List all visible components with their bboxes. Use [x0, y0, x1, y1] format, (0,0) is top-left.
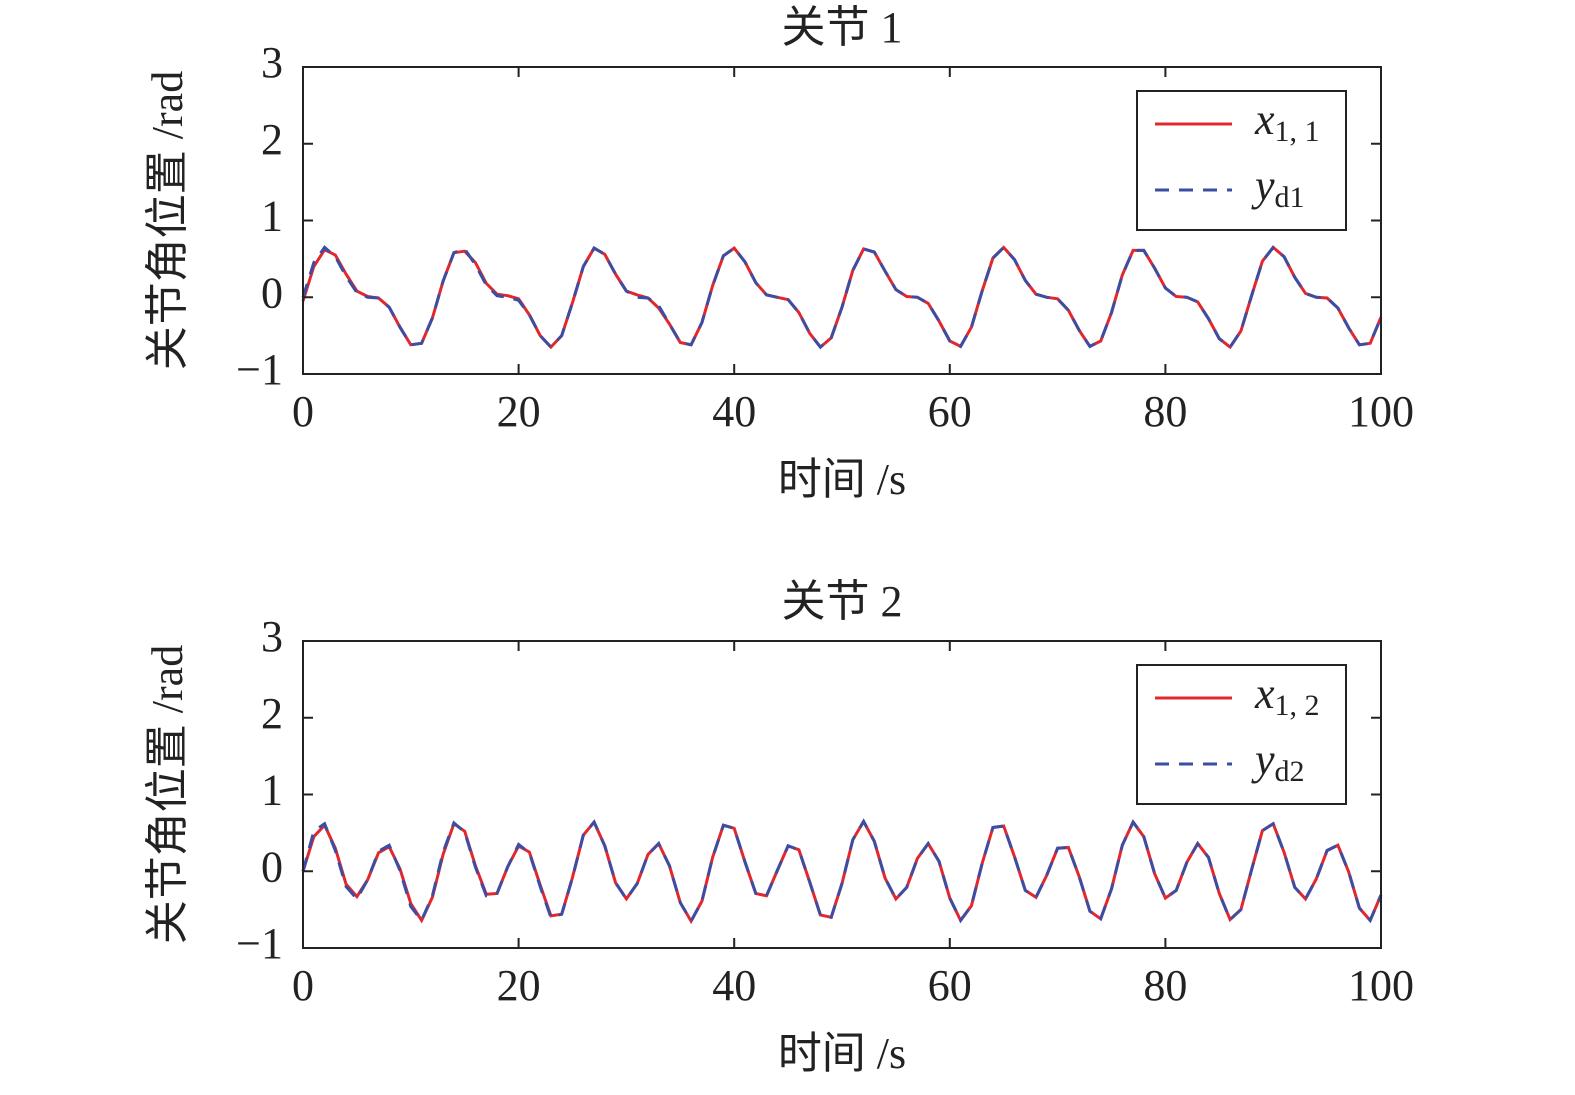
series-line — [301, 245, 1383, 350]
y-axis-label: 关节角位置 /rad — [143, 71, 192, 370]
y-tick-label: 0 — [261, 842, 283, 891]
y-tick-label: 0 — [261, 268, 283, 317]
x-tick-label: 20 — [497, 961, 541, 1010]
y-tick-label: 3 — [261, 38, 283, 87]
y-tick-label: −1 — [236, 345, 283, 394]
x-tick-label: 100 — [1348, 961, 1414, 1010]
x-tick-label: 0 — [292, 387, 314, 436]
x-tick-label: 0 — [292, 961, 314, 1010]
legend-label: x1, 1 — [1254, 95, 1320, 148]
x-tick-label: 100 — [1348, 387, 1414, 436]
legend-box — [1136, 90, 1347, 231]
x-tick-label: 80 — [1143, 387, 1187, 436]
y-axis-label: 关节角位置 /rad — [143, 645, 192, 944]
x-tick-label: 80 — [1143, 961, 1187, 1010]
legend-label: yd2 — [1251, 735, 1305, 788]
x-tick-label: 60 — [928, 961, 972, 1010]
x-tick-label: 60 — [928, 387, 972, 436]
y-tick-label: −1 — [236, 919, 283, 968]
y-tick-label: 2 — [261, 115, 283, 164]
x-axis-label: 时间 /s — [778, 455, 906, 504]
y-tick-label: 2 — [261, 689, 283, 738]
y-tick-label: 3 — [261, 612, 283, 661]
legend-label: yd1 — [1251, 161, 1305, 214]
y-tick-label: 1 — [261, 766, 283, 815]
chart-title: 关节 1 — [782, 3, 903, 52]
x-axis-label: 时间 /s — [778, 1029, 906, 1078]
y-tick-label: 1 — [261, 192, 283, 241]
legend-label: x1, 2 — [1254, 669, 1320, 722]
series-line — [301, 818, 1383, 925]
legend-box — [1136, 664, 1347, 805]
x-tick-label: 40 — [712, 961, 756, 1010]
x-tick-label: 40 — [712, 387, 756, 436]
x-tick-label: 20 — [497, 387, 541, 436]
chart-title: 关节 2 — [782, 577, 903, 626]
